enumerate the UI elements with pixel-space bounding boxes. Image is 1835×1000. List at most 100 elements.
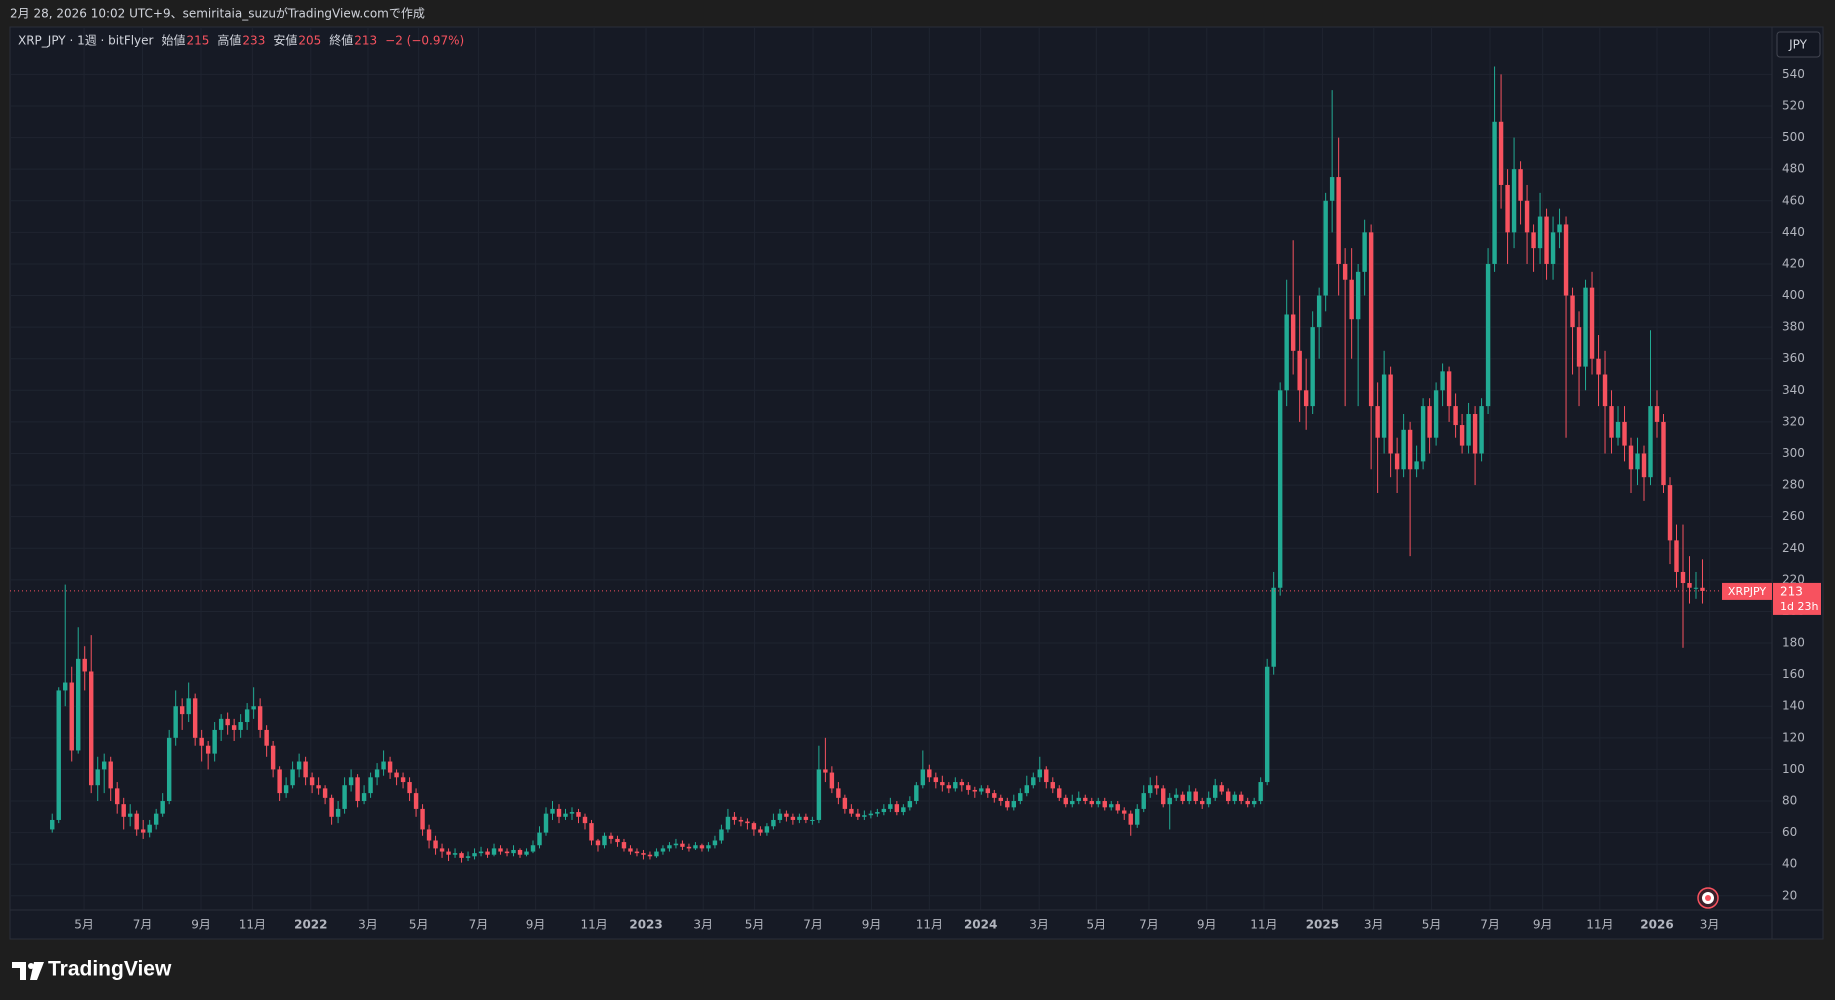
- candle-body: [1589, 287, 1595, 359]
- candle-body: [517, 849, 523, 855]
- candle-body: [270, 745, 276, 770]
- candle-body: [420, 808, 425, 830]
- candle-body: [1135, 808, 1140, 825]
- candle-body: [186, 698, 191, 715]
- candle-body: [166, 737, 172, 802]
- icon-dot: [1705, 895, 1711, 901]
- candle-body: [1453, 406, 1458, 426]
- x-tick-label: 9月: [1533, 918, 1553, 932]
- candle-body: [374, 769, 380, 778]
- candle-body: [426, 829, 432, 841]
- x-tick-label: 5月: [1086, 918, 1106, 932]
- candle-body: [1316, 295, 1322, 328]
- candle-body: [693, 845, 698, 849]
- candle-body: [680, 843, 685, 847]
- y-tick-label: 440: [1782, 225, 1805, 239]
- countdown: 1d 23h: [1780, 600, 1818, 613]
- logo-dot: [28, 963, 34, 969]
- x-tick-label: 9月: [526, 918, 546, 932]
- candle-body: [576, 812, 581, 817]
- candle-body: [940, 782, 945, 786]
- candle-body: [784, 813, 789, 817]
- x-tick-label: 5月: [745, 918, 765, 932]
- candle-body: [1044, 769, 1049, 783]
- candle-body: [901, 807, 906, 813]
- reset-icon[interactable]: [1697, 887, 1719, 909]
- currency-button[interactable]: [1776, 31, 1821, 58]
- candle-body: [179, 706, 185, 715]
- candle-body: [1648, 406, 1653, 478]
- candle-body: [1122, 810, 1127, 814]
- candle-body: [1336, 177, 1341, 264]
- candle-body: [1492, 121, 1497, 264]
- candle-body: [1031, 777, 1036, 786]
- candle-body: [277, 769, 282, 794]
- candle-body: [251, 706, 256, 710]
- candle-body: [335, 808, 341, 817]
- candle-body: [1057, 788, 1062, 798]
- candle-body: [1011, 801, 1017, 808]
- candle-body: [602, 835, 607, 846]
- x-tick-label: 7月: [1480, 918, 1500, 932]
- y-tick-label: 60: [1782, 825, 1797, 839]
- candle-body: [1355, 271, 1361, 320]
- candle-body: [1258, 782, 1263, 802]
- candle-body: [927, 769, 932, 778]
- candle-body: [121, 804, 126, 817]
- y-tick-label: 480: [1782, 162, 1805, 176]
- candle-body: [530, 845, 536, 852]
- y-tick-label: 320: [1782, 414, 1805, 428]
- symbol-tag: [1722, 582, 1772, 600]
- candle-body: [894, 804, 900, 813]
- candle-body: [225, 718, 230, 726]
- candle-body: [238, 722, 243, 730]
- candle-body: [1407, 429, 1413, 470]
- candle-body: [465, 856, 471, 858]
- x-tick-label: 5月: [1422, 918, 1442, 932]
- candle-body: [1440, 371, 1445, 391]
- candle-body: [797, 816, 802, 820]
- x-tick-label: 2025: [1306, 918, 1339, 932]
- candle-body: [1167, 797, 1172, 805]
- candle-body: [491, 848, 497, 855]
- candle-body: [1505, 184, 1510, 233]
- x-tick-label: 9月: [191, 918, 211, 932]
- y-tick-label: 240: [1782, 541, 1805, 555]
- candle-body: [647, 854, 653, 857]
- candle-body: [524, 851, 529, 855]
- ohlc-label: 始値: [161, 33, 185, 48]
- candle-body: [933, 777, 939, 783]
- candle-body: [1472, 414, 1478, 454]
- x-tick-label: 7月: [1139, 918, 1159, 932]
- candle-body: [1018, 793, 1023, 802]
- candle-body: [1284, 314, 1289, 391]
- candle-body: [849, 808, 854, 814]
- candle-body: [771, 819, 776, 827]
- candle-body: [63, 682, 68, 691]
- candle-body: [745, 821, 750, 824]
- candle-body: [972, 789, 978, 792]
- candle-body: [127, 813, 133, 817]
- candle-body: [589, 823, 594, 841]
- candle-body: [719, 829, 724, 841]
- y-tick-label: 160: [1782, 667, 1805, 681]
- candle-body: [595, 840, 601, 846]
- candle-body: [1219, 785, 1224, 792]
- candle-body: [959, 782, 965, 786]
- candle-body: [1245, 801, 1250, 805]
- candle-body: [1329, 177, 1335, 201]
- x-tick-label: 3月: [1700, 918, 1720, 932]
- candle-body: [979, 788, 984, 792]
- candle-body: [998, 797, 1004, 802]
- candle-body: [1615, 421, 1621, 438]
- candle-body: [1251, 801, 1257, 805]
- candle-body: [543, 813, 549, 833]
- y-tick-label: 300: [1782, 446, 1805, 460]
- x-tick-label: 7月: [133, 918, 153, 932]
- candle-body: [1687, 583, 1692, 588]
- candle-body: [153, 813, 159, 825]
- candle-body: [862, 815, 867, 817]
- candle-body: [1635, 453, 1640, 470]
- candle-body: [634, 851, 640, 854]
- candle-body: [355, 777, 360, 802]
